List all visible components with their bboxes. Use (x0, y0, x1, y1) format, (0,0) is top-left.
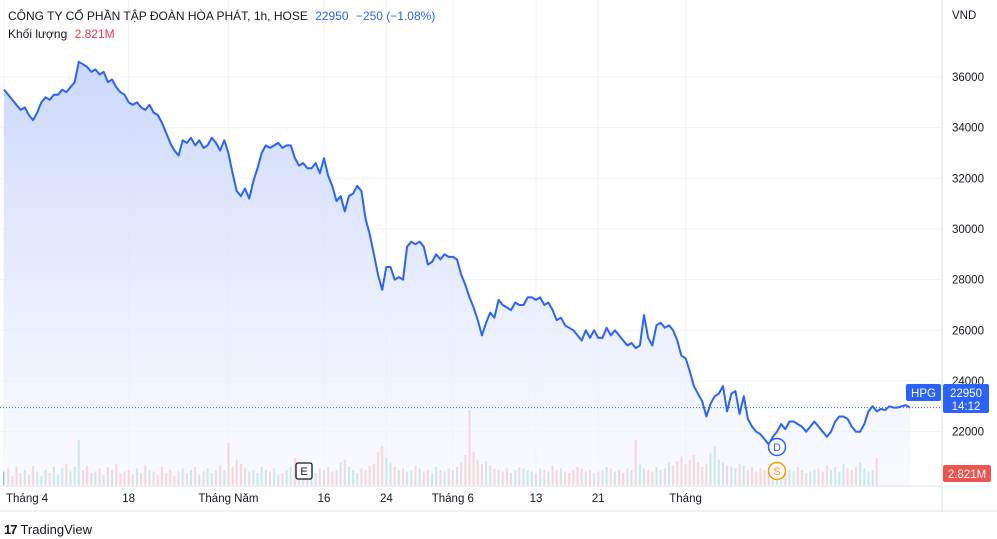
dividend-marker[interactable]: D (767, 437, 787, 457)
volume-tag-value: 2.821M (948, 469, 986, 481)
x-tick-label: 21 (592, 493, 605, 505)
x-tick-label: Tháng 4 (6, 493, 49, 505)
tradingview-brand: TradingView (20, 522, 93, 537)
split-marker[interactable]: S (767, 461, 787, 481)
x-tick-label: Tháng 6 (432, 493, 474, 505)
x-tick-label: Tháng (669, 493, 702, 505)
x-tick-label: Tháng Năm (198, 493, 258, 505)
x-tick-label: 13 (530, 493, 543, 505)
x-tick-label: 24 (380, 493, 393, 505)
y-tick-label: 22000 (952, 427, 984, 439)
price-tag-price: 22950 (950, 388, 982, 400)
y-tick-label: 36000 (952, 72, 984, 84)
price-change: −250 (−1.08%) (355, 9, 436, 23)
x-tick-label: 16 (318, 493, 331, 505)
symbol-header: CÔNG TY CỔ PHẦN TẬP ĐOÀN HÒA PHÁT, 1h, H… (8, 9, 435, 23)
symbol-name[interactable]: CÔNG TY CỔ PHẦN TẬP ĐOÀN HÒA PHÁT, 1h, H… (8, 9, 308, 23)
tradingview-logo-icon: 17 (4, 522, 18, 537)
x-tick-label: 18 (122, 493, 135, 505)
last-price: 22950 (315, 9, 349, 23)
svg-text:E: E (300, 466, 307, 478)
tradingview-attribution[interactable]: 17 TradingView (4, 522, 92, 537)
svg-text:D: D (773, 442, 781, 454)
price-tag-countdown: 14:12 (952, 401, 981, 413)
volume-value: 2.821M (74, 27, 115, 41)
earnings-marker[interactable]: E (295, 462, 313, 480)
volume-tag: 2.821M (943, 465, 991, 482)
price-tag-symbol: HPG (911, 388, 936, 400)
x-axis[interactable]: Tháng 4 18 Tháng Năm 16 24 Tháng 6 13 21 Tháng (6, 493, 702, 505)
y-tick-label: 30000 (952, 224, 984, 236)
currency-label: VND (952, 10, 976, 22)
y-tick-label: 26000 (952, 325, 984, 337)
price-line (3, 60, 911, 446)
volume-label[interactable]: Khối lượng (8, 27, 68, 41)
svg-text:S: S (773, 466, 780, 478)
y-tick-label: 28000 (952, 275, 984, 287)
y-tick-label: 34000 (952, 123, 984, 135)
volume-header: Khối lượng 2.821M (8, 27, 115, 41)
y-tick-label: 32000 (952, 173, 984, 185)
price-tag: HPG 22950 14:12 (906, 384, 989, 413)
